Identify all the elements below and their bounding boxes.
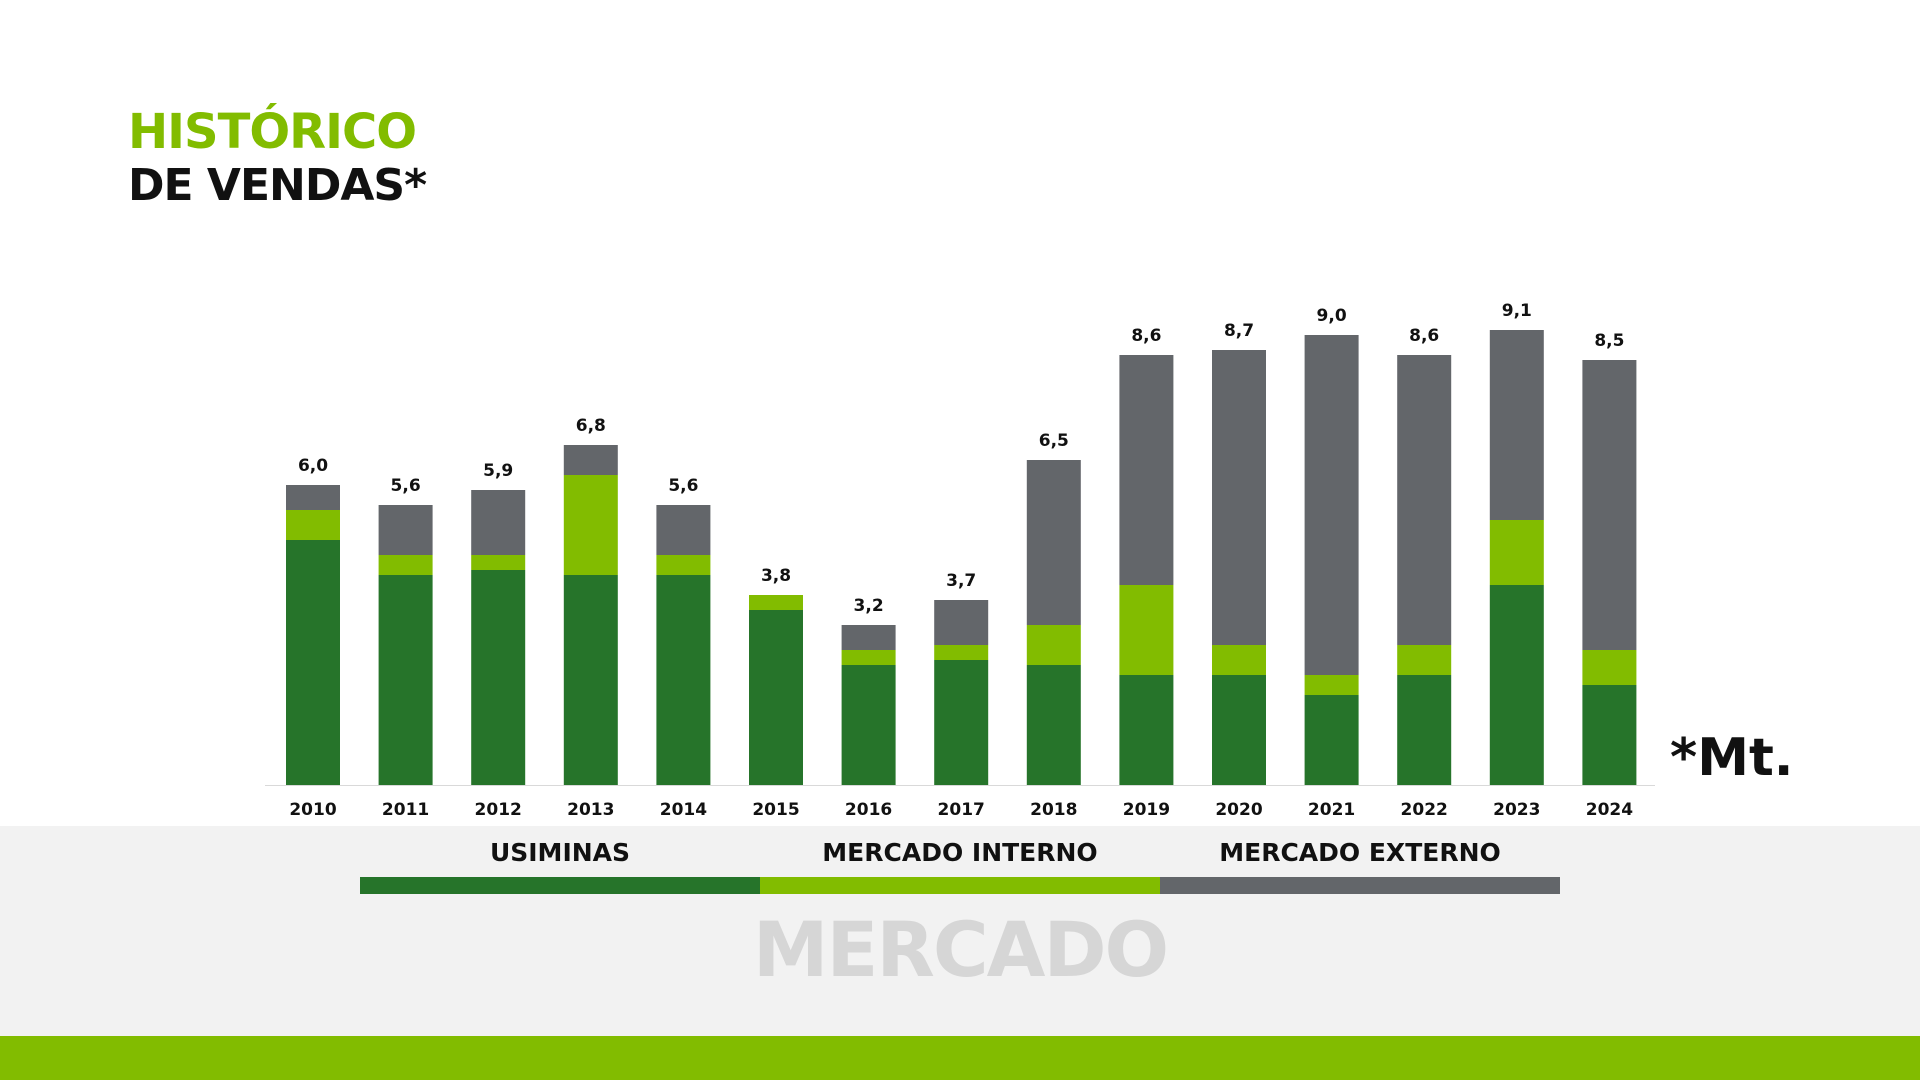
stacked-bar-chart: 6,0 2010 5,6 2011 5,9 2012 6,8 2013 5,6 2014 3,8 20… — [265, 301, 1655, 820]
bar-2013-mercado-interno — [563, 475, 618, 575]
data-label-2015: 3,8 — [761, 566, 791, 586]
x-tick-label-2010: 2010 — [289, 800, 336, 820]
x-tick-label-2017: 2017 — [938, 800, 985, 820]
bar-2020-mercado-interno — [1212, 645, 1266, 675]
data-label-2013: 6,8 — [576, 416, 606, 436]
bar-2013-usiminas — [563, 575, 618, 785]
bar-2010-usiminas — [286, 540, 340, 785]
bar-2021-mercado-interno — [1304, 675, 1359, 695]
bar-2016-mercado-interno — [841, 650, 896, 665]
legend-label-usiminas: USIMINAS — [489, 838, 631, 867]
bar-2024-mercado-externo — [1582, 360, 1637, 650]
data-label-2021: 9,0 — [1317, 306, 1347, 326]
data-label-2022: 8,6 — [1409, 326, 1439, 346]
x-tick-label-2014: 2014 — [660, 800, 707, 820]
bar-2016-usiminas — [841, 665, 896, 785]
x-tick-label-2015: 2015 — [752, 800, 799, 820]
legend-panel — [0, 826, 1920, 1036]
footer-bar — [0, 1036, 1920, 1080]
data-label-2014: 5,6 — [668, 476, 698, 496]
x-tick-label-2016: 2016 — [845, 800, 892, 820]
bar-2022-usiminas — [1397, 675, 1452, 785]
legend-swatch-mercado-interno — [760, 877, 1160, 894]
data-label-2016: 3,2 — [854, 596, 884, 616]
bar-2011-usiminas — [378, 575, 433, 785]
bar-2013-mercado-externo — [563, 445, 618, 475]
unit-note: *Mt. — [1670, 728, 1794, 788]
bar-2019-usiminas — [1119, 675, 1174, 785]
bar-2020-mercado-externo — [1212, 350, 1266, 645]
section-label-mercado: MERCADO — [752, 905, 1169, 994]
bar-2017-mercado-interno — [934, 645, 989, 660]
bar-2017-mercado-externo — [934, 600, 989, 645]
bar-2022-mercado-interno — [1397, 645, 1452, 675]
x-tick-label-2021: 2021 — [1308, 800, 1355, 820]
bar-2012-mercado-externo — [471, 490, 526, 555]
bar-2024-usiminas — [1582, 685, 1637, 785]
bar-2018-usiminas — [1026, 665, 1081, 785]
data-label-2023: 9,1 — [1502, 301, 1532, 321]
x-tick-label-2020: 2020 — [1215, 800, 1262, 820]
bar-2016-mercado-externo — [841, 625, 896, 650]
bar-2021-mercado-externo — [1304, 335, 1359, 675]
bar-2012-mercado-interno — [471, 555, 526, 570]
x-tick-label-2019: 2019 — [1123, 800, 1170, 820]
x-tick-label-2018: 2018 — [1030, 800, 1077, 820]
bar-2015-mercado-interno — [749, 595, 803, 610]
x-tick-label-2024: 2024 — [1586, 800, 1633, 820]
bar-2015-usiminas — [749, 610, 803, 785]
title-line-1: HISTÓRICO — [128, 104, 417, 160]
legend-swatch-usiminas — [360, 877, 760, 894]
bar-2023-usiminas — [1489, 585, 1544, 785]
bar-2012-usiminas — [471, 570, 526, 785]
bar-2014-usiminas — [656, 575, 711, 785]
data-label-2018: 6,5 — [1039, 431, 1069, 451]
bar-2018-mercado-interno — [1026, 625, 1081, 665]
data-label-2012: 5,9 — [483, 461, 513, 481]
bar-2019-mercado-interno — [1119, 585, 1174, 675]
bar-2014-mercado-interno — [656, 555, 711, 575]
data-label-2020: 8,7 — [1224, 321, 1254, 341]
bar-2020-usiminas — [1212, 675, 1266, 785]
bar-2023-mercado-externo — [1489, 330, 1544, 520]
legend-label-mercado-externo: MERCADO EXTERNO — [1219, 838, 1501, 867]
x-tick-label-2011: 2011 — [382, 800, 429, 820]
x-tick-label-2012: 2012 — [475, 800, 522, 820]
bar-2010-mercado-externo — [286, 485, 340, 510]
data-label-2024: 8,5 — [1594, 331, 1624, 351]
bar-2021-usiminas — [1304, 695, 1359, 785]
bar-2018-mercado-externo — [1026, 460, 1081, 625]
bar-2011-mercado-interno — [378, 555, 433, 575]
x-tick-label-2013: 2013 — [567, 800, 614, 820]
bar-2023-mercado-interno — [1489, 520, 1544, 585]
legend-swatch-mercado-externo — [1160, 877, 1560, 894]
bar-2022-mercado-externo — [1397, 355, 1452, 645]
x-tick-label-2022: 2022 — [1401, 800, 1448, 820]
legend-label-mercado-interno: MERCADO INTERNO — [822, 838, 1098, 867]
data-label-2019: 8,6 — [1131, 326, 1161, 346]
title-line-2: DE VENDAS* — [128, 160, 427, 211]
bar-2017-usiminas — [934, 660, 989, 785]
bar-2019-mercado-externo — [1119, 355, 1174, 585]
bar-2010-mercado-interno — [286, 510, 340, 540]
page-title: HISTÓRICO DE VENDAS* — [128, 104, 427, 211]
bar-2011-mercado-externo — [378, 505, 433, 555]
data-label-2011: 5,6 — [391, 476, 421, 496]
data-label-2017: 3,7 — [946, 571, 976, 591]
bar-2024-mercado-interno — [1582, 650, 1637, 685]
data-label-2010: 6,0 — [298, 456, 328, 476]
bar-2014-mercado-externo — [656, 505, 711, 555]
x-tick-label-2023: 2023 — [1493, 800, 1540, 820]
